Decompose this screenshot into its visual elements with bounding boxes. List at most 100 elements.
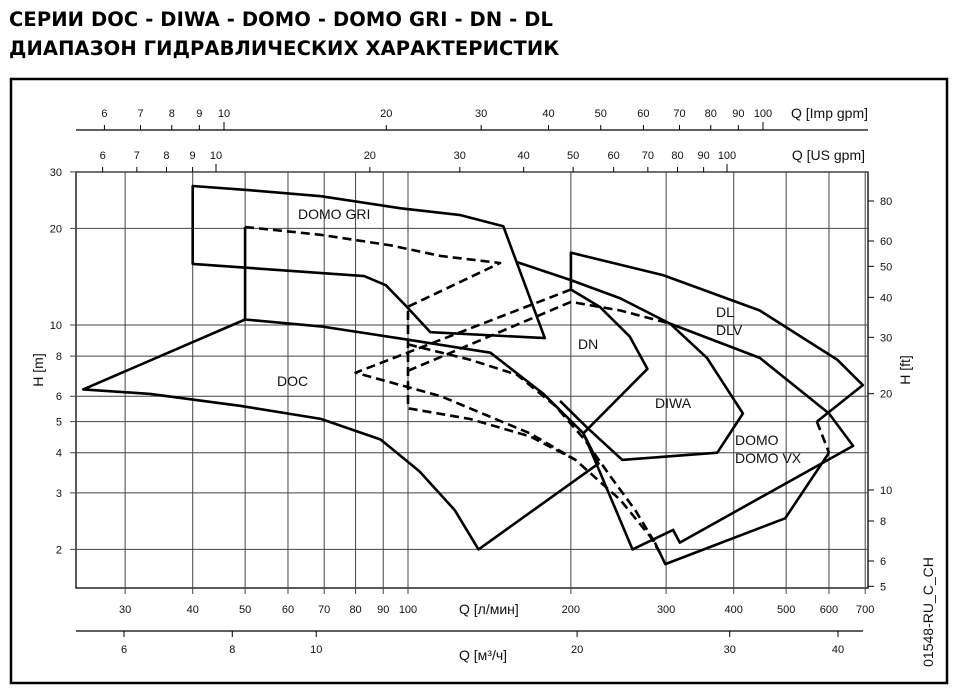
- region-label: DIWA: [655, 395, 692, 411]
- us-gpm-tick-label: 9: [190, 150, 196, 162]
- imp-gpm-tick-label: 70: [673, 108, 685, 120]
- y-tick-label: 5: [56, 417, 62, 429]
- us-gpm-tick-label: 100: [718, 150, 736, 162]
- us-gpm-tick-label: 7: [134, 150, 140, 162]
- us-gpm-tick-label: 10: [210, 150, 222, 162]
- imp-gpm-axis-label: Q [Imp gpm]: [791, 105, 868, 121]
- m3h-tick-label: 40: [832, 644, 844, 656]
- range-boundary-solid: [570, 288, 649, 435]
- y-tick-label: 8: [56, 351, 62, 363]
- m3h-tick-label: 6: [121, 644, 127, 656]
- range-boundary-solid: [191, 184, 547, 340]
- chart-frame: [9, 77, 949, 685]
- ft-tick-label: 60: [880, 236, 892, 248]
- y-tick-label: 3: [56, 488, 62, 500]
- region-label: DOC: [277, 373, 308, 389]
- m3h-tick-label: 20: [571, 644, 583, 656]
- region-label: DN: [578, 336, 598, 352]
- axes: 30 40 50 60 70 80 90 100 200 300 400 500 600 700 2 3 4 5 6…: [30, 105, 936, 667]
- imp-gpm-tick-label: 30: [475, 108, 487, 120]
- x-tick-label: 90: [377, 604, 389, 616]
- m3h-axis-label: Q [м³/ч]: [459, 647, 507, 663]
- imp-gpm-tick-label: 50: [595, 108, 607, 120]
- range-boundary-solid: [569, 251, 865, 423]
- x-tick-label: 40: [187, 604, 199, 616]
- x-tick-label: 30: [119, 604, 131, 616]
- y-axis-label: H [m]: [30, 353, 46, 386]
- series-group: [81, 184, 865, 566]
- imp-gpm-tick-label: 40: [542, 108, 554, 120]
- us-gpm-tick-label: 60: [608, 150, 620, 162]
- us-gpm-tick-label: 80: [671, 150, 683, 162]
- ft-tick-label: 40: [880, 292, 892, 304]
- us-gpm-tick-label: 40: [518, 150, 530, 162]
- ft-tick-label: 20: [880, 389, 892, 401]
- x-tick-label: 50: [239, 604, 251, 616]
- m3h-tick-label: 8: [229, 644, 235, 656]
- imp-gpm-tick-label: 60: [637, 108, 649, 120]
- x-tick-label: 300: [657, 604, 675, 616]
- us-gpm-tick-label: 90: [697, 150, 709, 162]
- x-axis-label: Q [л/мин]: [459, 601, 519, 617]
- drawing-code: 01548-RU_C_CH: [920, 557, 936, 667]
- us-gpm-tick-label: 8: [163, 150, 169, 162]
- region-label: DLV: [716, 322, 743, 338]
- us-gpm-tick-label: 20: [364, 150, 376, 162]
- us-gpm-axis-label: Q [US gpm]: [792, 147, 865, 163]
- imp-gpm-tick-label: 80: [705, 108, 717, 120]
- ft-tick-label: 50: [880, 261, 892, 273]
- us-gpm-tick-label: 6: [100, 150, 106, 162]
- ft-tick-label: 80: [880, 196, 892, 208]
- ft-tick-label: 5: [880, 581, 886, 593]
- range-boundary-dashed: [244, 225, 664, 558]
- range-boundary-dashed: [407, 300, 671, 372]
- y-tick-label: 6: [56, 391, 62, 403]
- region-label: DOMO: [735, 432, 779, 448]
- ft-tick-label: 30: [880, 332, 892, 344]
- y-tick-label: 30: [50, 167, 62, 179]
- us-gpm-tick-label: 50: [567, 150, 579, 162]
- title-line-2: ДИАПАЗОН ГИДРАВЛИЧЕСКИХ ХАРАКТЕРИСТИК: [9, 37, 560, 60]
- y-tick-label: 4: [56, 448, 62, 460]
- title-line-1: СЕРИИ DOC - DIWA - DOMO - DOMO GRI - DN …: [9, 8, 554, 31]
- range-boundary-solid: [516, 260, 855, 551]
- ft-tick-label: 10: [880, 485, 892, 497]
- imp-gpm-tick-label: 7: [137, 108, 143, 120]
- range-boundary-dashed: [815, 421, 831, 454]
- x-tick-label: 600: [820, 604, 838, 616]
- plot-area: [75, 171, 869, 589]
- x-tick-label: 80: [349, 604, 361, 616]
- imp-gpm-tick-label: 9: [196, 108, 202, 120]
- ft-tick-label: 6: [880, 556, 886, 568]
- x-tick-label: 100: [399, 604, 417, 616]
- region-label: DOMO VX: [735, 450, 802, 466]
- imp-gpm-tick-label: 8: [169, 108, 175, 120]
- us-gpm-tick-label: 30: [454, 150, 466, 162]
- region-labels: DOMO GRI DOC DN DL DLV DIWA DOMO DOMO VX: [277, 206, 802, 466]
- x-tick-label: 60: [282, 604, 294, 616]
- m3h-tick-label: 30: [724, 644, 736, 656]
- region-label: DL: [716, 304, 734, 320]
- y-tick-label: 2: [56, 544, 62, 556]
- us-gpm-tick-label: 70: [642, 150, 654, 162]
- ft-axis-label: H [ft]: [897, 355, 913, 385]
- imp-gpm-tick-label: 90: [732, 108, 744, 120]
- y-tick-label: 10: [50, 320, 62, 332]
- range-boundary-dashed: [407, 343, 657, 544]
- imp-gpm-tick-label: 20: [380, 108, 392, 120]
- x-tick-label: 400: [725, 604, 743, 616]
- x-tick-label: 700: [856, 604, 874, 616]
- x-tick-label: 500: [777, 604, 795, 616]
- imp-gpm-tick-label: 10: [218, 108, 230, 120]
- range-boundary-solid: [653, 451, 831, 566]
- grid: [70, 171, 869, 594]
- imp-gpm-tick-label: 100: [754, 108, 772, 120]
- m3h-tick-label: 10: [310, 644, 322, 656]
- y-tick-label: 20: [50, 223, 62, 235]
- range-boundary-solid: [559, 322, 745, 462]
- x-tick-label: 200: [562, 604, 580, 616]
- range-boundary-solid: [81, 318, 600, 551]
- region-label: DOMO GRI: [298, 206, 370, 222]
- ft-tick-label: 8: [880, 516, 886, 528]
